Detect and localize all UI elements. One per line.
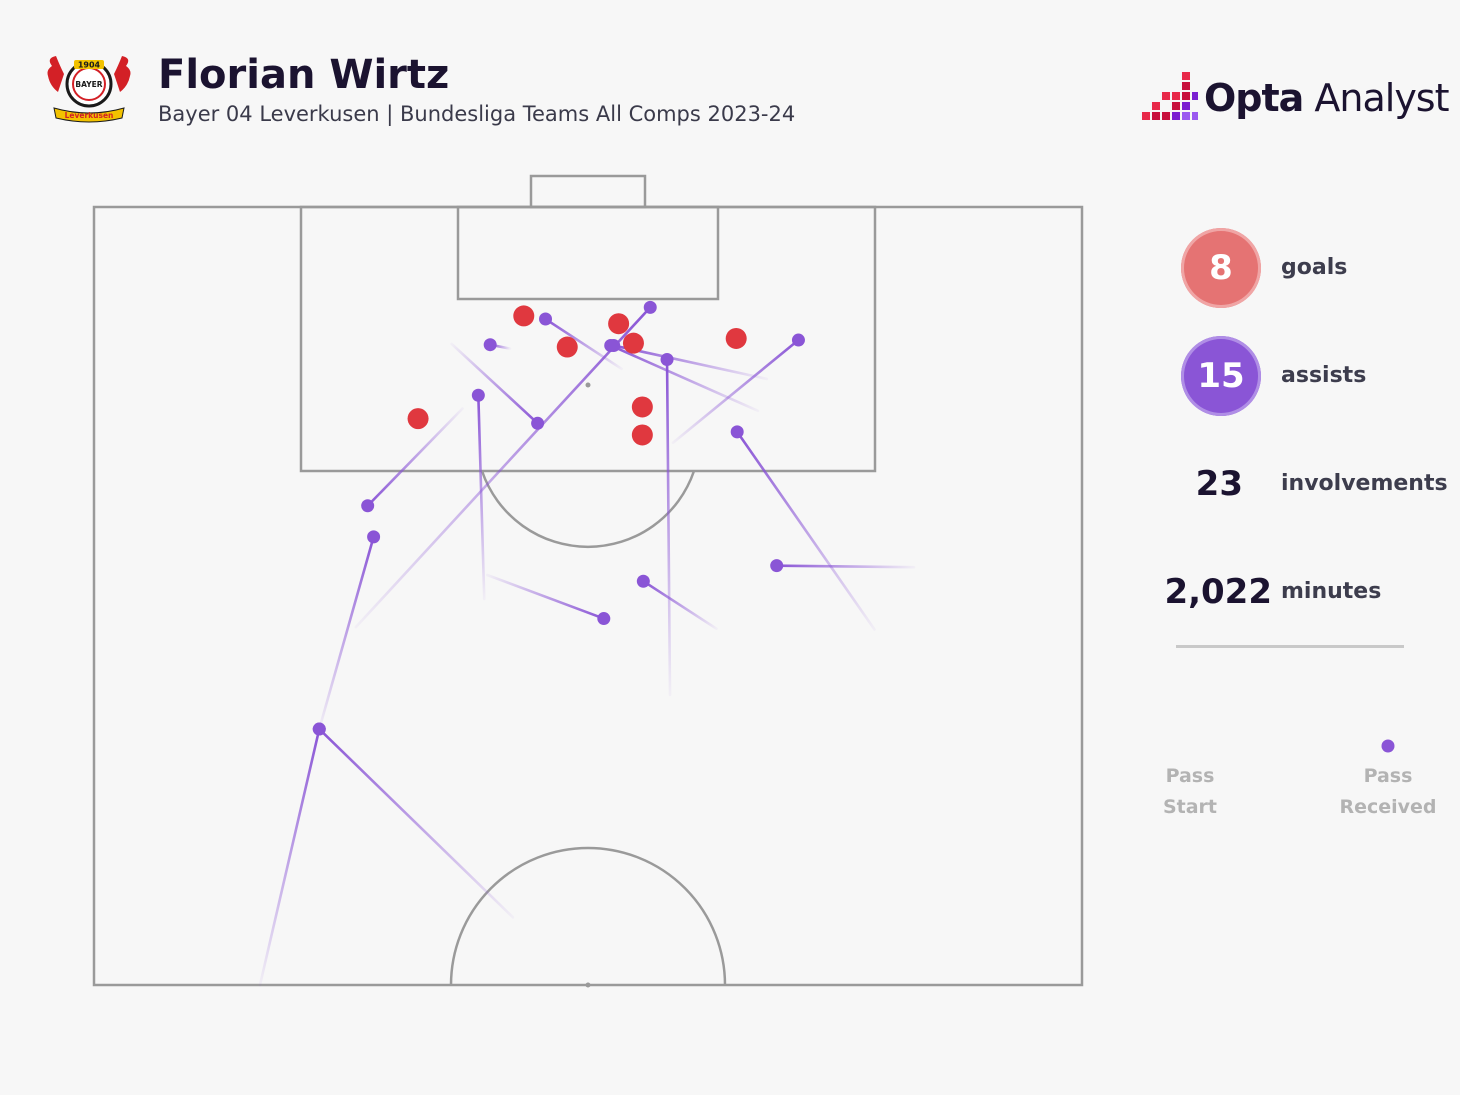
penalty-box (299, 205, 877, 473)
goal-shot-point-1 (513, 305, 535, 327)
legend-start-line1: Pass (1165, 765, 1215, 787)
centre-spot (585, 982, 591, 988)
logo-cell-4 (1182, 112, 1190, 120)
logo-cell-7 (1172, 112, 1180, 120)
assist-pass-line-15 (258, 727, 321, 987)
assist-pass-line-1 (544, 317, 623, 371)
bayer-leverkusen-crest-icon: 1904 BAYER Leverkusen (47, 56, 131, 123)
logo-cell-13 (1192, 112, 1198, 120)
assist-received-point-7 (660, 352, 674, 366)
logo-cell-9 (1162, 112, 1170, 120)
assist-pass-line-5 (477, 393, 486, 601)
goal-shot-point-6 (407, 408, 429, 430)
assist-pass-line-3 (450, 342, 539, 425)
assist-received-point-17 (312, 722, 326, 736)
legend-pass-received: Pass Received (1338, 761, 1438, 823)
goal-shot-point-4 (622, 332, 644, 354)
assists-layer (258, 300, 916, 987)
legend-end-line2: Received (1339, 796, 1437, 818)
assist-pass-line-17 (317, 727, 515, 919)
pitch-markings (92, 174, 1084, 987)
crest-bayer: BAYER (75, 80, 102, 89)
logo-cell-10 (1152, 102, 1160, 110)
logo-cell-1 (1182, 82, 1190, 90)
assist-received-point-16 (367, 530, 381, 544)
logo-cell-14 (1192, 92, 1198, 100)
assist-pass-line-10 (609, 344, 760, 413)
assist-received-point-10 (604, 338, 618, 352)
assist-received-point-8 (791, 333, 805, 347)
legend-start-line2: Start (1162, 796, 1218, 818)
logo-cell-11 (1152, 112, 1160, 120)
penalty-arc (480, 470, 696, 549)
assist-pass-line-12 (775, 564, 916, 569)
logo-cell-8 (1162, 92, 1170, 100)
assist-pass-line-8 (671, 338, 800, 445)
six-yard-box (456, 205, 720, 301)
logo-cell-0 (1182, 72, 1190, 80)
logo-cell-5 (1172, 92, 1180, 100)
assist-received-point-1 (539, 312, 553, 326)
assists-label: assists (1281, 363, 1367, 388)
legend-end-line1: Pass (1363, 765, 1413, 787)
assist-pass-line-16 (317, 535, 375, 731)
assist-received-point-11 (730, 425, 744, 439)
logo-cell-3 (1182, 102, 1190, 110)
logo-cell-2 (1182, 92, 1190, 100)
goal-shot-point-7 (631, 396, 653, 418)
player-name: Florian Wirtz (158, 52, 450, 98)
brand-name: Opta Analyst (1204, 76, 1450, 120)
goal-shot-point-3 (608, 313, 630, 335)
assist-pass-line-6 (366, 407, 464, 508)
brand-name-light: Analyst (1303, 76, 1449, 120)
assist-received-point-2 (483, 338, 497, 352)
assist-received-point-4 (643, 300, 657, 314)
centre-circle (449, 846, 727, 986)
goal-shot-point-2 (556, 336, 578, 358)
brand-name-bold: Opta (1204, 76, 1304, 120)
assist-received-point-5 (471, 388, 485, 402)
goal (529, 174, 647, 209)
penalty-spot (585, 382, 591, 388)
assist-received-point-14 (636, 574, 650, 588)
goals-count-badge: 8 (1181, 228, 1261, 308)
involvements-count: 23 (1195, 464, 1243, 504)
legend-received-dot (1381, 739, 1395, 753)
assist-received-point-12 (770, 559, 784, 573)
crest-leverkusen: Leverkusen (65, 111, 114, 120)
goals-label: goals (1281, 255, 1348, 280)
pitch-outline (92, 205, 1084, 987)
pass-legend-line (1192, 739, 1395, 753)
minutes-label: minutes (1281, 579, 1382, 604)
opta-analyst-brand: Opta Analyst (1138, 70, 1450, 130)
legend-pass-start: Pass Start (1150, 761, 1230, 823)
assist-received-point-3 (531, 416, 545, 430)
assist-received-point-13 (597, 612, 611, 626)
assist-pass-line-7 (665, 358, 672, 697)
assist-received-point-6 (361, 499, 375, 513)
stats-divider (1176, 645, 1404, 648)
crest-year: 1904 (78, 61, 101, 70)
assist-pass-line-11 (735, 430, 876, 631)
assist-pass-line-4 (354, 306, 652, 629)
minutes-count: 2,022 (1164, 572, 1272, 612)
assists-count-badge: 15 (1181, 336, 1261, 416)
goal-shot-point-5 (725, 327, 747, 349)
opta-logo-icon (1142, 72, 1198, 120)
assist-pass-line-13 (485, 573, 606, 620)
assist-pass-line-14 (642, 579, 718, 630)
logo-cell-12 (1142, 112, 1150, 120)
logo-cell-6 (1172, 102, 1180, 110)
involvements-label: involvements (1281, 471, 1448, 496)
goals-layer (407, 305, 747, 446)
goal-shot-point-8 (631, 424, 653, 446)
subtitle: Bayer 04 Leverkusen | Bundesliga Teams A… (158, 102, 796, 126)
